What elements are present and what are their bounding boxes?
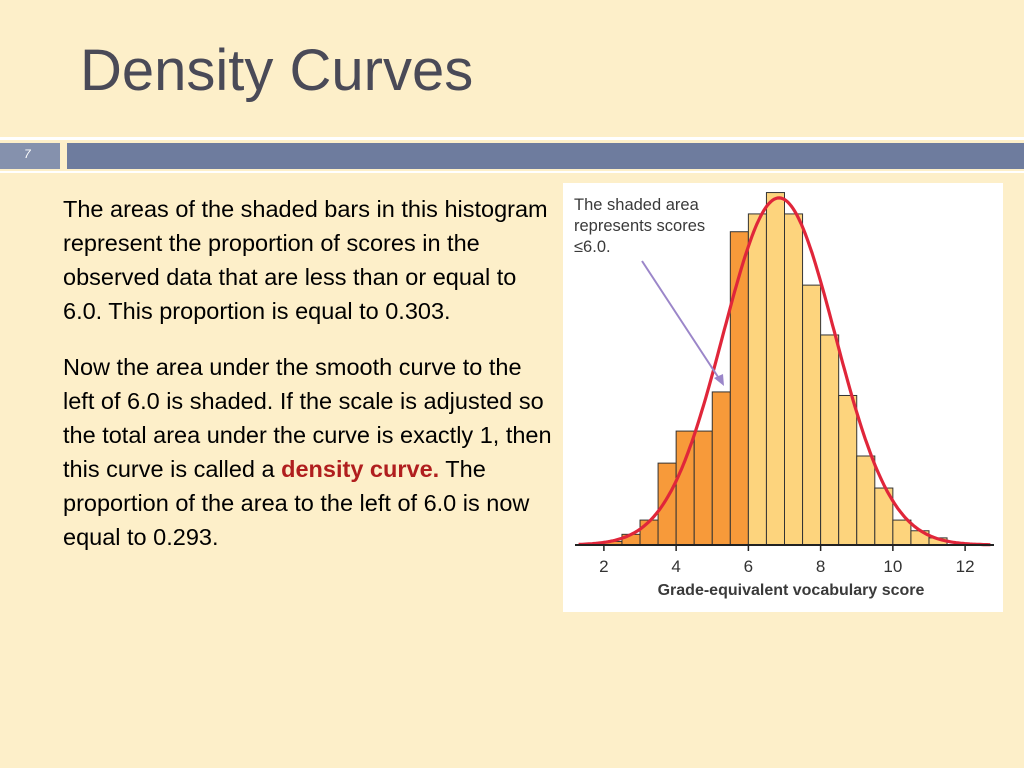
header-band	[67, 143, 1024, 169]
x-tick-label: 6	[744, 557, 753, 576]
body-text: The areas of the shaded bars in this his…	[63, 192, 555, 576]
x-tick-label: 8	[816, 557, 825, 576]
density-curve	[578, 196, 991, 547]
paragraph-shaded-bars: The areas of the shaded bars in this his…	[63, 196, 548, 324]
header-rule-top	[0, 137, 1024, 140]
slide-number: 7	[24, 147, 31, 161]
histogram-bar	[711, 391, 731, 546]
annotation-line: ≤6.0.	[574, 238, 611, 256]
annotation-line: represents scores	[574, 217, 706, 235]
histogram-bar	[892, 519, 912, 546]
slide-title: Density Curves	[80, 38, 474, 103]
histogram-bar	[820, 334, 840, 546]
paragraph-density-curve: Now the area under the smooth curve to t…	[63, 350, 555, 554]
histogram-bar	[639, 519, 659, 546]
histogram-bar	[802, 284, 822, 546]
histogram-bar	[784, 213, 804, 546]
x-tick-label: 2	[599, 557, 608, 576]
annotation-arrow	[641, 260, 721, 381]
paragraph-text-before: Now the area under the smooth curve to t…	[63, 354, 552, 482]
density-curve-term: density curve.	[281, 456, 440, 482]
histogram-bar	[657, 462, 677, 546]
x-tick-label: 4	[671, 557, 680, 576]
x-tick-label: 12	[956, 557, 975, 576]
histogram-bar	[765, 192, 785, 546]
x-tick-label: 10	[883, 557, 902, 576]
annotation-text: The shaded area represents scores ≤6.0.	[574, 195, 705, 258]
histogram-bar	[747, 213, 767, 546]
x-axis-ticks: 2 4 6 8 10 12	[599, 545, 975, 576]
histogram-bar	[838, 394, 858, 546]
annotation-arrow-head	[714, 374, 724, 386]
header-rule-bottom	[0, 171, 1024, 173]
histogram-bar	[856, 455, 876, 546]
annotation-line: The shaded area	[574, 196, 699, 214]
paragraph-text-after: The proportion of the area to the left o…	[63, 456, 530, 550]
slide-number-box	[0, 143, 60, 169]
histogram-bar	[675, 430, 695, 546]
histogram-chart: 2 4 6 8 10 12	[575, 192, 994, 576]
histogram-bar	[693, 430, 713, 546]
x-axis-label: Grade-equivalent vocabulary score	[657, 582, 925, 599]
histogram-figure: 2 4 6 8 10 12 The shaded area represents scor…	[563, 183, 1003, 612]
